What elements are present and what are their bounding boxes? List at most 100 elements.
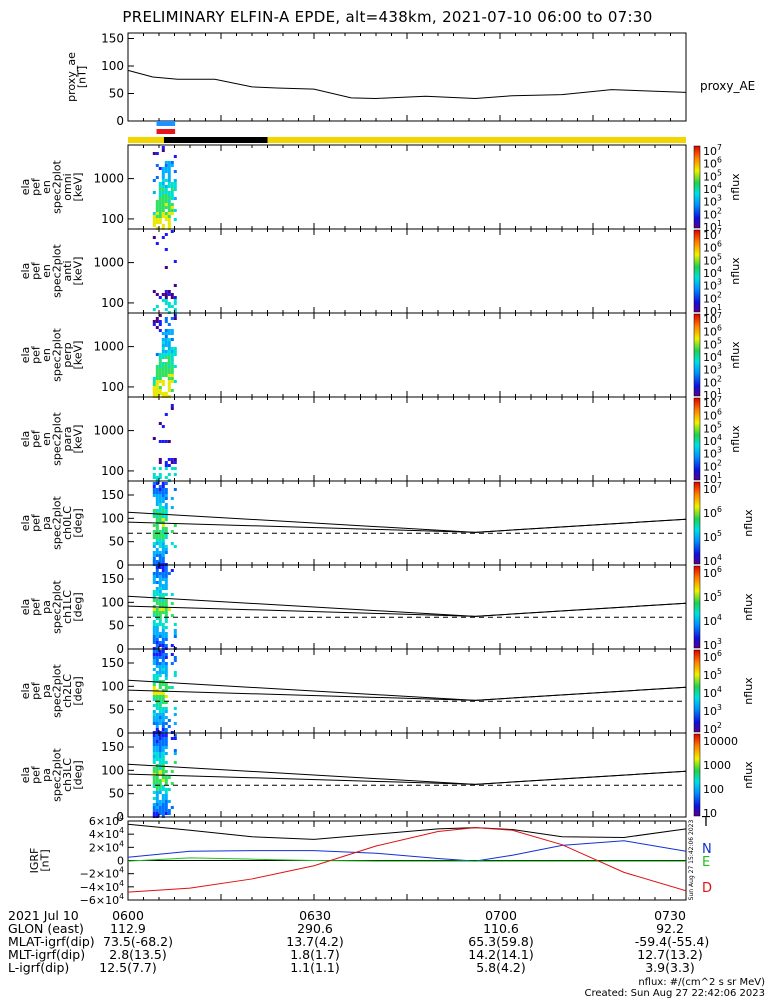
y-axis-label: en	[40, 348, 53, 362]
spectrogram-pixel	[158, 674, 162, 677]
spectrogram-pixel	[155, 614, 159, 617]
y-tick-label: 100	[101, 296, 124, 310]
spectrogram-pixel	[167, 386, 171, 389]
spectrogram-pixel	[158, 521, 162, 524]
y-axis-label: pa	[40, 516, 53, 530]
spectrogram-pixel	[170, 305, 174, 308]
y-axis-label: proxy_ae	[65, 52, 78, 102]
spectrogram-pixel	[158, 185, 162, 188]
y-axis-label: pef	[29, 765, 42, 784]
spectrogram-pixel	[161, 176, 165, 179]
colorbar-tick-label: 106	[703, 408, 722, 423]
spectrogram-pixel	[173, 353, 177, 356]
spectrogram-pixel	[164, 665, 168, 668]
spectrogram-pixel	[161, 701, 165, 704]
spectrogram-pixel	[155, 776, 159, 779]
spectrogram-pixel	[173, 752, 177, 755]
spectrogram-pixel	[164, 605, 168, 608]
spectrogram-pixel	[161, 806, 165, 809]
spectrogram-pixel	[170, 185, 174, 188]
spectrogram-pixel	[164, 671, 168, 674]
y-tick-label: 4×104	[89, 826, 124, 841]
spectrogram-pixel	[161, 374, 165, 377]
spectrogram-pixel	[164, 722, 168, 725]
spectrogram-pixel	[164, 662, 168, 665]
colorbar-tick-label: 101	[703, 303, 722, 318]
spectrogram-pixel	[164, 338, 168, 341]
spectrogram-pixel	[167, 809, 171, 812]
spectrogram-pixel	[155, 707, 159, 710]
spectrogram-pixel	[152, 626, 156, 629]
spectrogram-pixel	[164, 200, 168, 203]
y-tick-label: 50	[109, 619, 124, 633]
spectrogram-pixel	[173, 218, 177, 221]
spectrogram-pixel	[161, 536, 165, 539]
pitch-angle-spectrogram	[152, 482, 177, 566]
spectrogram-pixel	[164, 482, 168, 485]
spectrogram-pixel	[155, 383, 159, 386]
spectrogram-pixel	[152, 482, 156, 485]
spectrogram-pixel	[170, 191, 174, 194]
spectrogram-pixel	[161, 671, 165, 674]
y-tick-label: 100	[101, 511, 124, 525]
spectrogram-pixel	[152, 632, 156, 635]
spectrogram-pixel	[155, 569, 159, 572]
spectrogram-pixel	[170, 161, 174, 164]
spectrogram-pixel	[167, 182, 171, 185]
y-tick-label: 150	[101, 32, 124, 46]
spectrogram-pixel	[164, 545, 168, 548]
spectrogram-pixel	[158, 713, 162, 716]
spectrogram-pixel	[170, 467, 174, 470]
colorbar-tick-label: 107	[703, 227, 722, 242]
spectrogram-pixel	[161, 668, 165, 671]
spectrogram-pixel	[158, 620, 162, 623]
spectrogram-pixel	[164, 752, 168, 755]
spectrogram-pixel	[155, 581, 159, 584]
colorbar-tick-label: 104	[703, 685, 722, 700]
colorbar-tick-label: 102	[703, 374, 722, 389]
loss-cone-line	[127, 770, 687, 785]
series-label: proxy_AE	[700, 79, 755, 93]
spectrogram-pixel	[155, 809, 159, 812]
spectrogram-pixel	[167, 221, 171, 224]
spectrogram-pixel	[164, 302, 168, 305]
spectrogram-pixel	[152, 797, 156, 800]
spectrogram-pixel	[164, 461, 168, 464]
y-axis-label: en	[40, 180, 53, 194]
spectrogram-pixel	[164, 701, 168, 704]
spectrogram-pixel	[158, 650, 162, 653]
spectrogram-pixel	[155, 635, 159, 638]
igrf-series-T	[127, 823, 687, 840]
spectrogram-pixel	[161, 494, 165, 497]
spectrogram-pixel	[167, 788, 171, 791]
y-tick-label: 100	[101, 212, 124, 226]
spectrogram-pixel	[158, 374, 162, 377]
spectrogram-pixel	[155, 599, 159, 602]
spectrogram-pixel	[158, 800, 162, 803]
spectrogram-pixel	[167, 800, 171, 803]
footer-value: 290.6	[297, 921, 333, 936]
spectrogram-pixel	[161, 545, 165, 548]
proxy-ae-frame	[127, 32, 687, 122]
spectrogram-pixel	[164, 716, 168, 719]
spectrogram-pixel	[170, 461, 174, 464]
y-tick-label: −4×104	[80, 879, 124, 894]
spectrogram-pixel	[155, 629, 159, 632]
y-axis-label: [nT]	[75, 66, 88, 88]
spectrogram-pixel	[164, 737, 168, 740]
spectrogram-pixel	[161, 689, 165, 692]
colorbar	[693, 733, 701, 817]
spectrogram-pixel	[158, 551, 162, 554]
spectrogram-pixel	[164, 362, 168, 365]
colorbar-tick-label: 103	[703, 446, 722, 461]
colorbar-tick-label: 104	[703, 553, 722, 568]
spectrogram-pixel	[158, 809, 162, 812]
spectrogram-pixel	[152, 812, 156, 815]
y-axis-label: pef	[29, 261, 42, 280]
spectrogram-pixel	[170, 197, 174, 200]
spectrogram-pixel	[152, 803, 156, 806]
spectrogram-pixel	[164, 644, 168, 647]
y-axis-label: ela	[19, 767, 32, 784]
spectrogram-pixel	[173, 296, 177, 299]
spectrogram-pixel	[158, 686, 162, 689]
